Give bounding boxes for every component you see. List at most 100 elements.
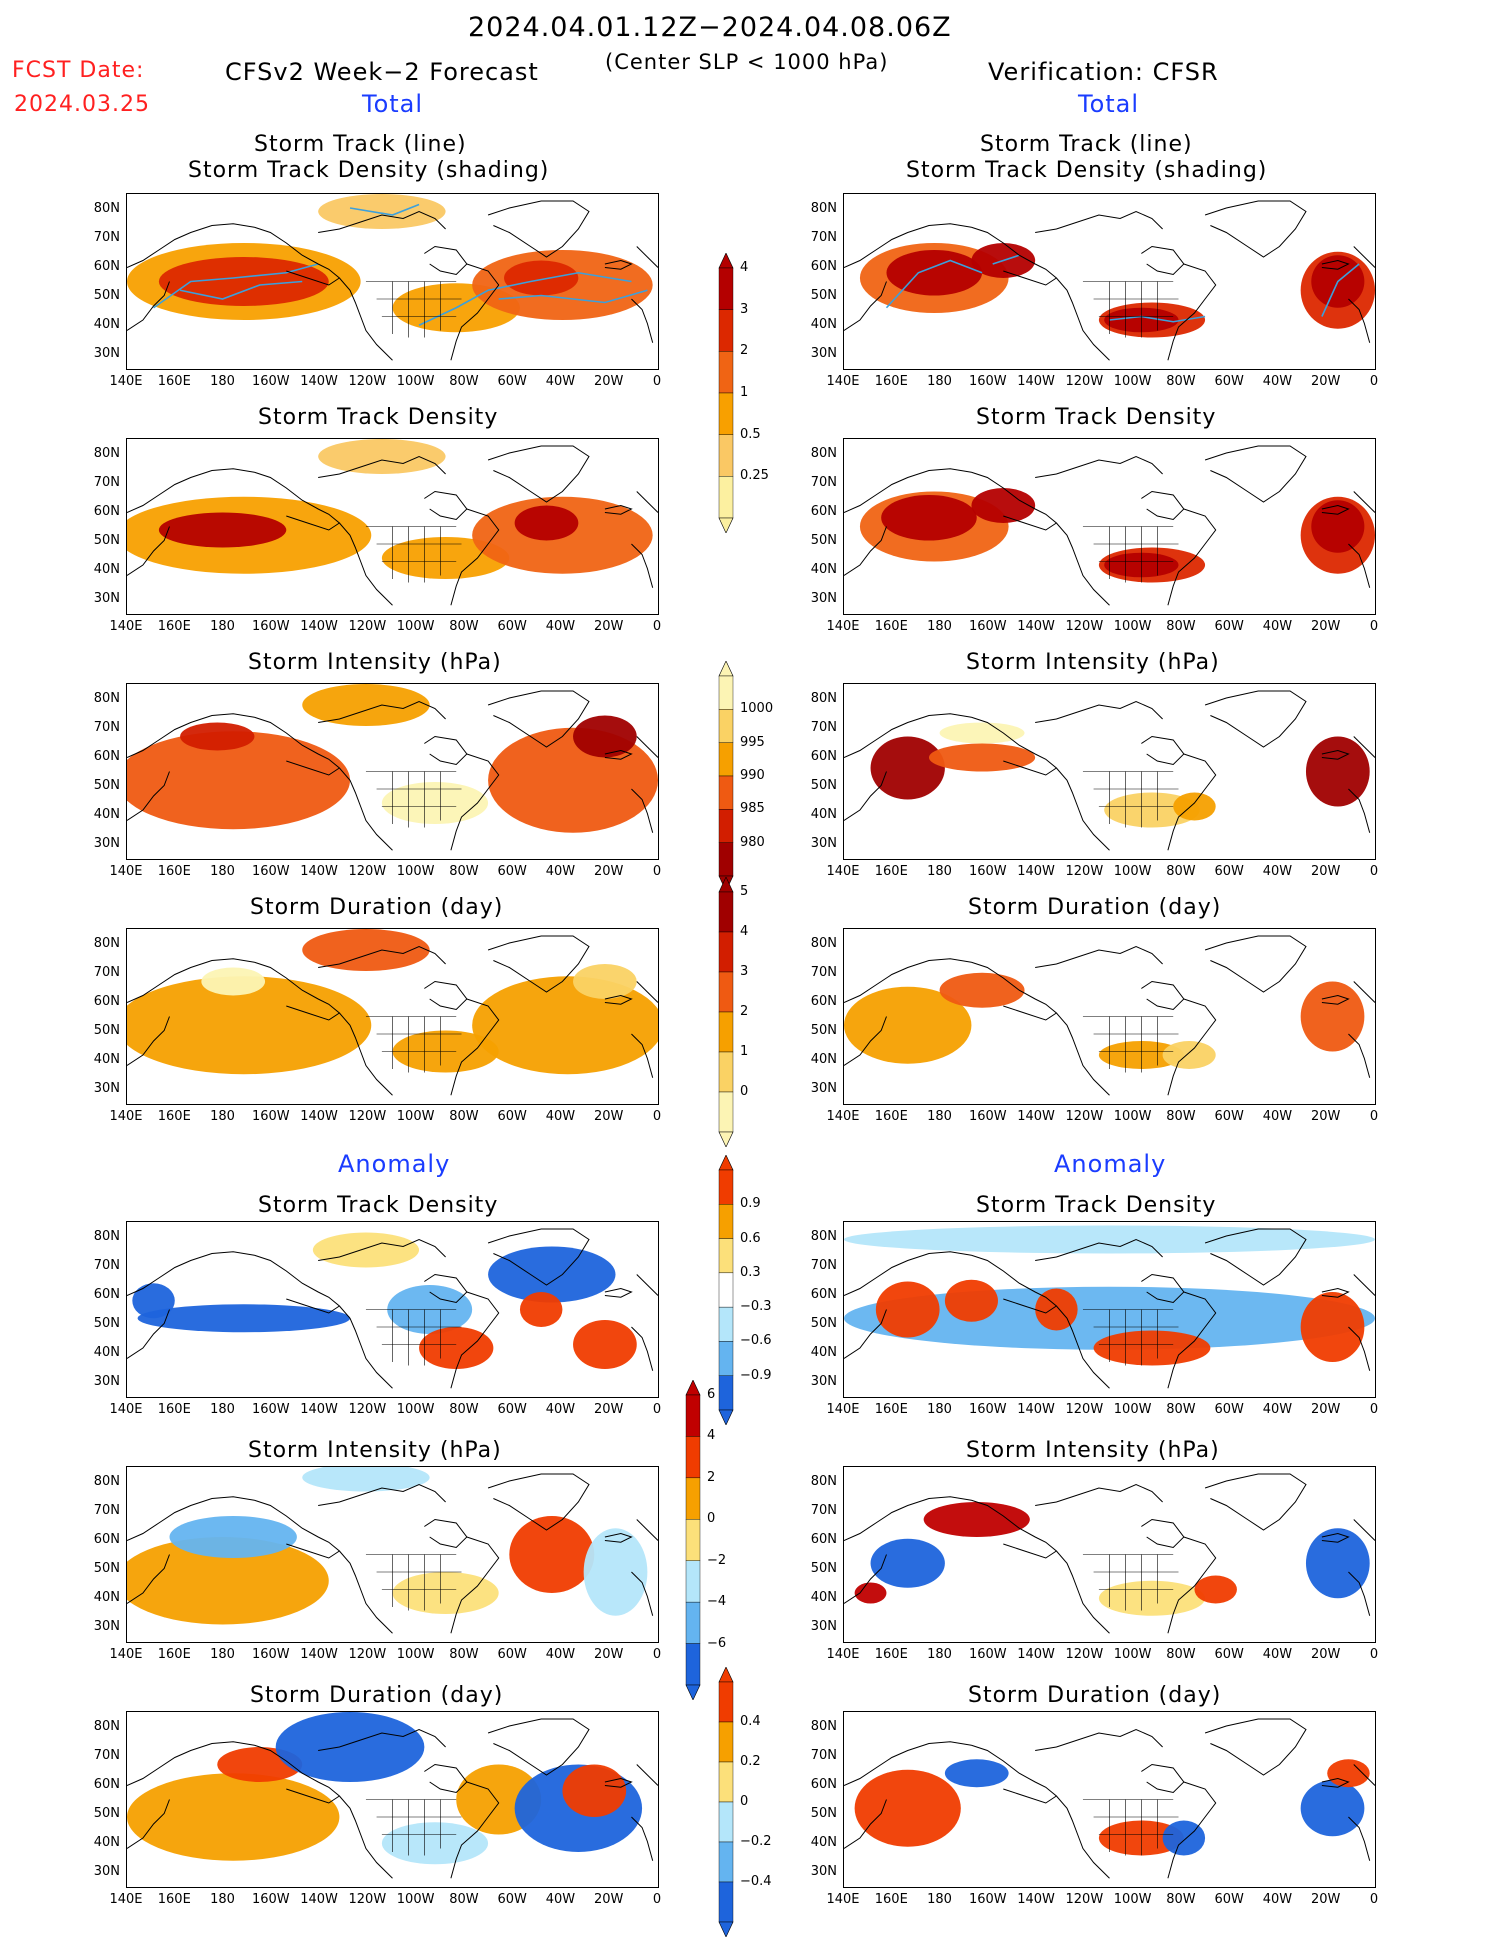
shading-region (1162, 1041, 1216, 1069)
lon-tick-label: 140E (109, 1402, 143, 1417)
colorbar-label: 0.3 (740, 1264, 761, 1280)
lon-tick-label: 160E (874, 1892, 908, 1907)
lon-tick-label: 160W (968, 1109, 1007, 1124)
lat-tick-label: 80N (810, 936, 837, 951)
lat-tick-label: 30N (93, 1374, 120, 1389)
lat-tick-label: 60N (93, 1777, 120, 1792)
shading-region (302, 1467, 430, 1492)
lon-tick-label: 140E (826, 1892, 860, 1907)
colorbar-swatch (718, 434, 734, 477)
lat-tick-label: 50N (93, 778, 120, 793)
lat-tick-label: 70N (93, 720, 120, 735)
map-duration-anom-forecast (126, 1711, 659, 1888)
lon-tick-label: 80W (449, 864, 479, 879)
coastline (487, 200, 590, 258)
lat-tick-label: 40N (93, 562, 120, 577)
lon-tick-label: 60W (1214, 374, 1244, 389)
shading-region (519, 1292, 563, 1327)
coastline (844, 223, 972, 268)
lon-tick-label: 120W (1065, 619, 1104, 634)
lon-tick-label: 180 (927, 1402, 952, 1417)
coastline (1353, 1519, 1375, 1541)
lon-tick-label: 20W (594, 864, 624, 879)
coastline (604, 1777, 633, 1788)
fcst-date-label: FCST Date: (12, 58, 145, 83)
lat-tick-label: 40N (93, 317, 120, 332)
coastline (971, 1499, 1058, 1559)
map-duration-verification-svg (844, 935, 1375, 1096)
coastline (1321, 1777, 1350, 1788)
lon-tick-label: 140E (826, 1109, 860, 1124)
lon-tick-label: 160E (874, 619, 908, 634)
coastline (1321, 749, 1350, 760)
lon-tick-label: 20W (594, 1892, 624, 1907)
shading-region (275, 1712, 425, 1782)
shading-region (1173, 792, 1216, 821)
lon-tick-label: 140W (300, 864, 338, 879)
coastline (636, 246, 658, 268)
lon-tick-label: 160W (251, 374, 290, 389)
lon-tick-label: 60W (1214, 1892, 1244, 1907)
lat-tick-label: 70N (810, 1258, 837, 1273)
lon-tick-label: 160W (968, 864, 1007, 879)
storm-track-line (179, 280, 303, 300)
colorbar-swatch (718, 1375, 734, 1411)
colorbar-swatch (718, 1051, 734, 1093)
shading-region (971, 488, 1036, 523)
coastline (971, 471, 1058, 531)
lon-tick-label: 0 (1369, 1109, 1379, 1124)
lat-tick-label: 80N (810, 1474, 837, 1489)
shading-region (127, 976, 372, 1075)
lon-tick-label: 60W (1214, 1109, 1244, 1124)
shading-region (944, 1279, 998, 1322)
lon-tick-label: 180 (927, 619, 952, 634)
lat-tick-label: 40N (810, 1835, 837, 1850)
shading-region (1311, 500, 1365, 553)
colorbar-swatch (718, 309, 734, 352)
shading-region (127, 731, 350, 830)
lat-tick-label: 50N (810, 1806, 837, 1821)
lon-tick-label: 80W (449, 1109, 479, 1124)
colorbar-label: −0.3 (740, 1299, 772, 1315)
lat-tick-label: 30N (93, 836, 120, 851)
coastline (254, 961, 341, 1021)
coastline (631, 543, 654, 588)
colorbar-label: 0 (740, 1794, 749, 1809)
lon-tick-label: 80W (1166, 1647, 1196, 1662)
lon-tick-label: 180 (210, 374, 235, 389)
anomaly-label-left: Anomaly (338, 1150, 451, 1178)
map-density-forecast (126, 438, 659, 615)
coastline (1035, 455, 1163, 478)
lon-tick-label: 140E (109, 1109, 143, 1124)
lon-tick-label: 180 (210, 1109, 235, 1124)
colorbar-swatch (718, 1272, 734, 1308)
lat-tick-label: 60N (810, 259, 837, 274)
lon-tick-label: 0 (1369, 619, 1379, 634)
coastline (339, 1012, 393, 1096)
lat-tick-label: 80N (93, 1719, 120, 1734)
lon-tick-label: 160E (157, 1109, 191, 1124)
coastline (127, 1496, 255, 1541)
colorbar-swatch (718, 891, 734, 933)
colorbar-label: −0.6 (740, 1333, 772, 1349)
colorbar-label: 0 (707, 1511, 716, 1527)
coastline (1321, 504, 1350, 515)
lon-tick-label: 40W (545, 1647, 576, 1662)
coastline (1204, 200, 1307, 258)
coastline (844, 1496, 972, 1541)
coastline (971, 961, 1058, 1021)
coastline (1321, 1287, 1350, 1298)
lon-tick-label: 0 (652, 619, 662, 634)
lat-tick-label: 30N (810, 836, 837, 851)
lat-tick-label: 70N (810, 1503, 837, 1518)
lat-tick-label: 50N (93, 288, 120, 303)
lon-tick-label: 60W (1214, 864, 1244, 879)
total-label-left: Total (362, 90, 424, 118)
lat-tick-label: 50N (810, 533, 837, 548)
panel-title-track-line-right: Storm Track (line) (980, 132, 1193, 157)
coastline (1141, 1518, 1185, 1549)
coastline (1321, 259, 1350, 270)
coastline (339, 277, 393, 361)
shading-region (573, 1320, 637, 1369)
lat-tick-label: 80N (93, 1474, 120, 1489)
